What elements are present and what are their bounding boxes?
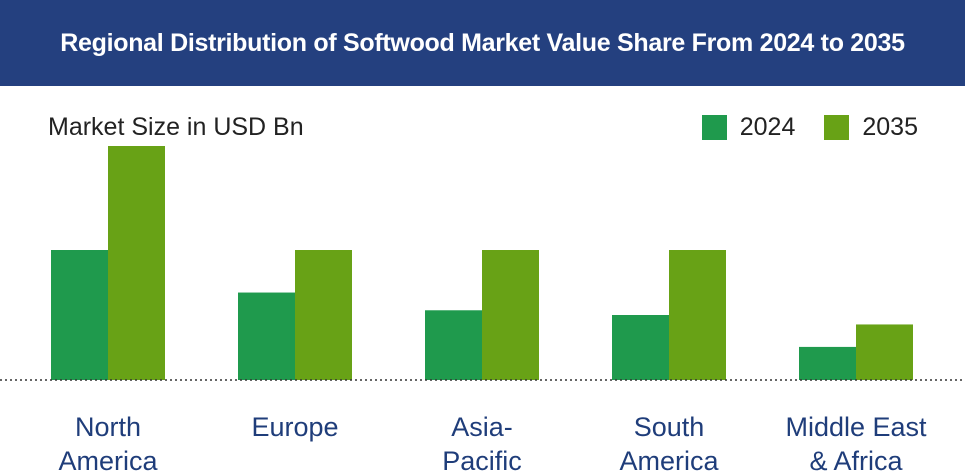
x-tick-label-asia-pacific: Asia-Pacific: [442, 412, 522, 473]
bar-middle-east-africa-2024: [799, 346, 856, 380]
chart-title: Regional Distribution of Softwood Market…: [60, 28, 905, 57]
x-tick-label-europe: Europe: [251, 412, 338, 442]
legend-item-2035: 2035: [824, 113, 918, 142]
x-tick-label-north-america: North America: [58, 412, 158, 473]
chart-header: Regional Distribution of Softwood Market…: [0, 0, 965, 86]
bar-north-america-2035: [108, 146, 165, 380]
legend: 2024 2035: [673, 113, 918, 142]
bar-south-america-2035: [669, 250, 726, 380]
legend-swatch-2035: [824, 115, 850, 140]
bar-europe-2024: [238, 292, 295, 380]
x-tick-label-south-america: South America: [619, 412, 719, 473]
bar-south-america-2024: [612, 315, 669, 380]
legend-label-2024: 2024: [739, 113, 796, 141]
legend-label-2035: 2035: [862, 113, 918, 141]
legend-item-2024: 2024: [701, 113, 796, 142]
y-axis-label: Market Size in USD Bn: [48, 113, 304, 141]
bar-asia-pacific-2024: [425, 310, 482, 380]
bar-north-america-2024: [51, 250, 108, 380]
legend-swatch-2024: [701, 115, 727, 140]
bar-middle-east-africa-2035: [856, 324, 913, 380]
bar-europe-2035: [295, 250, 352, 380]
x-tick-label-middle-east-africa: Middle East & Africa: [785, 412, 927, 473]
bar-asia-pacific-2035: [482, 250, 539, 380]
